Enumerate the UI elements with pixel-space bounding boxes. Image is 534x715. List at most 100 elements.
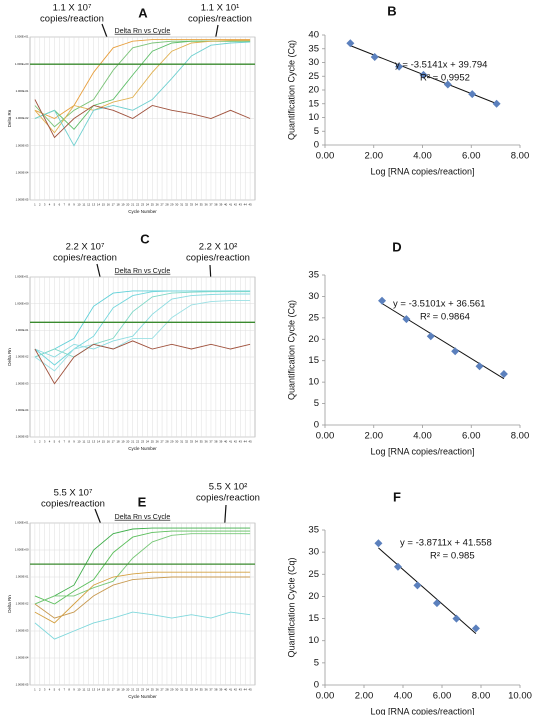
x-tick-label: 21 — [131, 440, 135, 444]
x-tick-label: 1 — [34, 203, 36, 207]
x-tick-label: 22 — [136, 440, 140, 444]
y-tick-label: 5 — [314, 398, 319, 409]
y-tick-label: 1.000E-05 — [16, 198, 29, 202]
x-tick-label: 4 — [49, 203, 51, 207]
x-tick-label: 19 — [121, 440, 125, 444]
y-axis-label: Delta Rn — [7, 348, 12, 366]
x-tick-label: 18 — [116, 688, 120, 692]
amplification-curve — [34, 611, 251, 640]
annotation: copies/reaction — [196, 493, 260, 504]
x-tick-label: 2 — [39, 203, 41, 207]
y-tick-label: 1.000E-02 — [16, 355, 29, 359]
x-tick-label: 25 — [151, 440, 155, 444]
x-tick-label: 4.00 — [394, 691, 413, 702]
x-tick-label: 9 — [73, 203, 75, 207]
x-tick-label: 36 — [205, 440, 209, 444]
x-tick-label: 6.00 — [462, 431, 481, 442]
panel-letter: D — [392, 239, 401, 254]
x-tick-label: 41 — [229, 203, 233, 207]
x-axis-label: Log [RNA copies/reaction] — [370, 446, 474, 456]
y-tick-label: 1.000E+00 — [15, 62, 29, 66]
x-tick-label: 6.00 — [462, 151, 481, 162]
amplification-curve — [34, 290, 251, 366]
annotation: copies/reaction — [40, 14, 104, 25]
plot-title: Delta Rn vs Cycle — [115, 28, 171, 35]
x-tick-label: 35 — [200, 440, 204, 444]
y-tick-label: 0 — [314, 680, 319, 691]
x-tick-label: 20 — [126, 440, 130, 444]
annotation: 1.1 X 10⁷ — [53, 3, 92, 14]
x-tick-label: 11 — [82, 440, 85, 444]
x-tick-label: 26 — [156, 688, 160, 692]
x-tick-label: 44 — [244, 440, 248, 444]
x-tick-label: 28 — [165, 440, 169, 444]
x-tick-label: 8 — [68, 203, 70, 207]
x-tick-label: 16 — [107, 440, 111, 444]
x-tick-label: 39 — [219, 440, 223, 444]
x-tick-label: 6 — [59, 688, 61, 692]
x-tick-label: 28 — [165, 203, 169, 207]
x-tick-label: 26 — [156, 203, 160, 207]
x-tick-label: 16 — [107, 688, 111, 692]
x-tick-label: 45 — [249, 440, 253, 444]
x-tick-label: 1 — [34, 440, 36, 444]
y-tick-label: 1.000E-01 — [16, 328, 29, 332]
amplification-curve — [34, 527, 251, 605]
x-tick-label: 21 — [131, 203, 135, 207]
x-tick-label: 44 — [244, 688, 248, 692]
x-tick-label: 7 — [63, 440, 65, 444]
x-tick-label: 14 — [97, 440, 101, 444]
x-tick-label: 12 — [87, 688, 91, 692]
y-tick-label: 1.000E-05 — [16, 435, 29, 439]
data-point — [432, 599, 441, 608]
data-point — [452, 614, 461, 623]
y-tick-label: 20 — [308, 591, 319, 602]
data-point — [393, 562, 402, 571]
annotation: 5.5 X 10² — [209, 482, 248, 493]
annotation: copies/reaction — [41, 499, 105, 510]
x-tick-label: 31 — [180, 688, 184, 692]
x-tick-label: 30 — [175, 688, 179, 692]
x-tick-label: 10.00 — [508, 691, 532, 702]
x-tick-label: 17 — [112, 440, 116, 444]
x-tick-label: 6 — [59, 440, 61, 444]
y-tick-label: 35 — [308, 525, 319, 536]
y-tick-label: 1.000E-03 — [16, 381, 29, 385]
panel-letter: E — [138, 494, 147, 509]
x-axis-label: Log [RNA copies/reaction] — [370, 166, 474, 176]
x-tick-label: 20 — [126, 203, 130, 207]
x-tick-label: 26 — [156, 440, 160, 444]
x-tick-label: 14 — [97, 203, 101, 207]
x-tick-label: 15 — [102, 440, 106, 444]
x-tick-label: 18 — [116, 440, 120, 444]
x-tick-label: 6 — [59, 203, 61, 207]
x-tick-label: 6.00 — [433, 691, 452, 702]
y-tick-label: 15 — [308, 355, 319, 366]
x-tick-label: 34 — [195, 440, 199, 444]
x-tick-label: 10 — [77, 440, 81, 444]
x-tick-label: 2.00 — [365, 431, 384, 442]
y-tick-label: 1.000E+01 — [15, 275, 29, 279]
y-tick-label: 25 — [308, 569, 319, 580]
x-tick-label: 2 — [39, 440, 41, 444]
y-tick-label: 1.000E+01 — [15, 521, 29, 525]
r-squared: R² = 0.985 — [430, 551, 475, 562]
amplification-curve — [34, 340, 251, 385]
x-tick-label: 28 — [165, 688, 169, 692]
x-tick-label: 41 — [229, 440, 233, 444]
y-tick-label: 20 — [308, 85, 319, 96]
y-tick-label: 25 — [308, 71, 319, 82]
x-tick-label: 13 — [92, 688, 96, 692]
amplification-curve — [34, 293, 251, 358]
x-tick-label: 23 — [141, 203, 145, 207]
data-point — [492, 99, 501, 108]
x-tick-label: 21 — [131, 688, 135, 692]
panel-letter: B — [387, 3, 396, 18]
x-tick-label: 33 — [190, 440, 194, 444]
x-tick-label: 43 — [239, 688, 243, 692]
x-tick-label: 12 — [87, 203, 91, 207]
x-tick-label: 25 — [151, 688, 155, 692]
y-tick-label: 0 — [314, 420, 319, 431]
y-tick-label: 30 — [308, 57, 319, 68]
x-tick-label: 2.00 — [355, 691, 374, 702]
